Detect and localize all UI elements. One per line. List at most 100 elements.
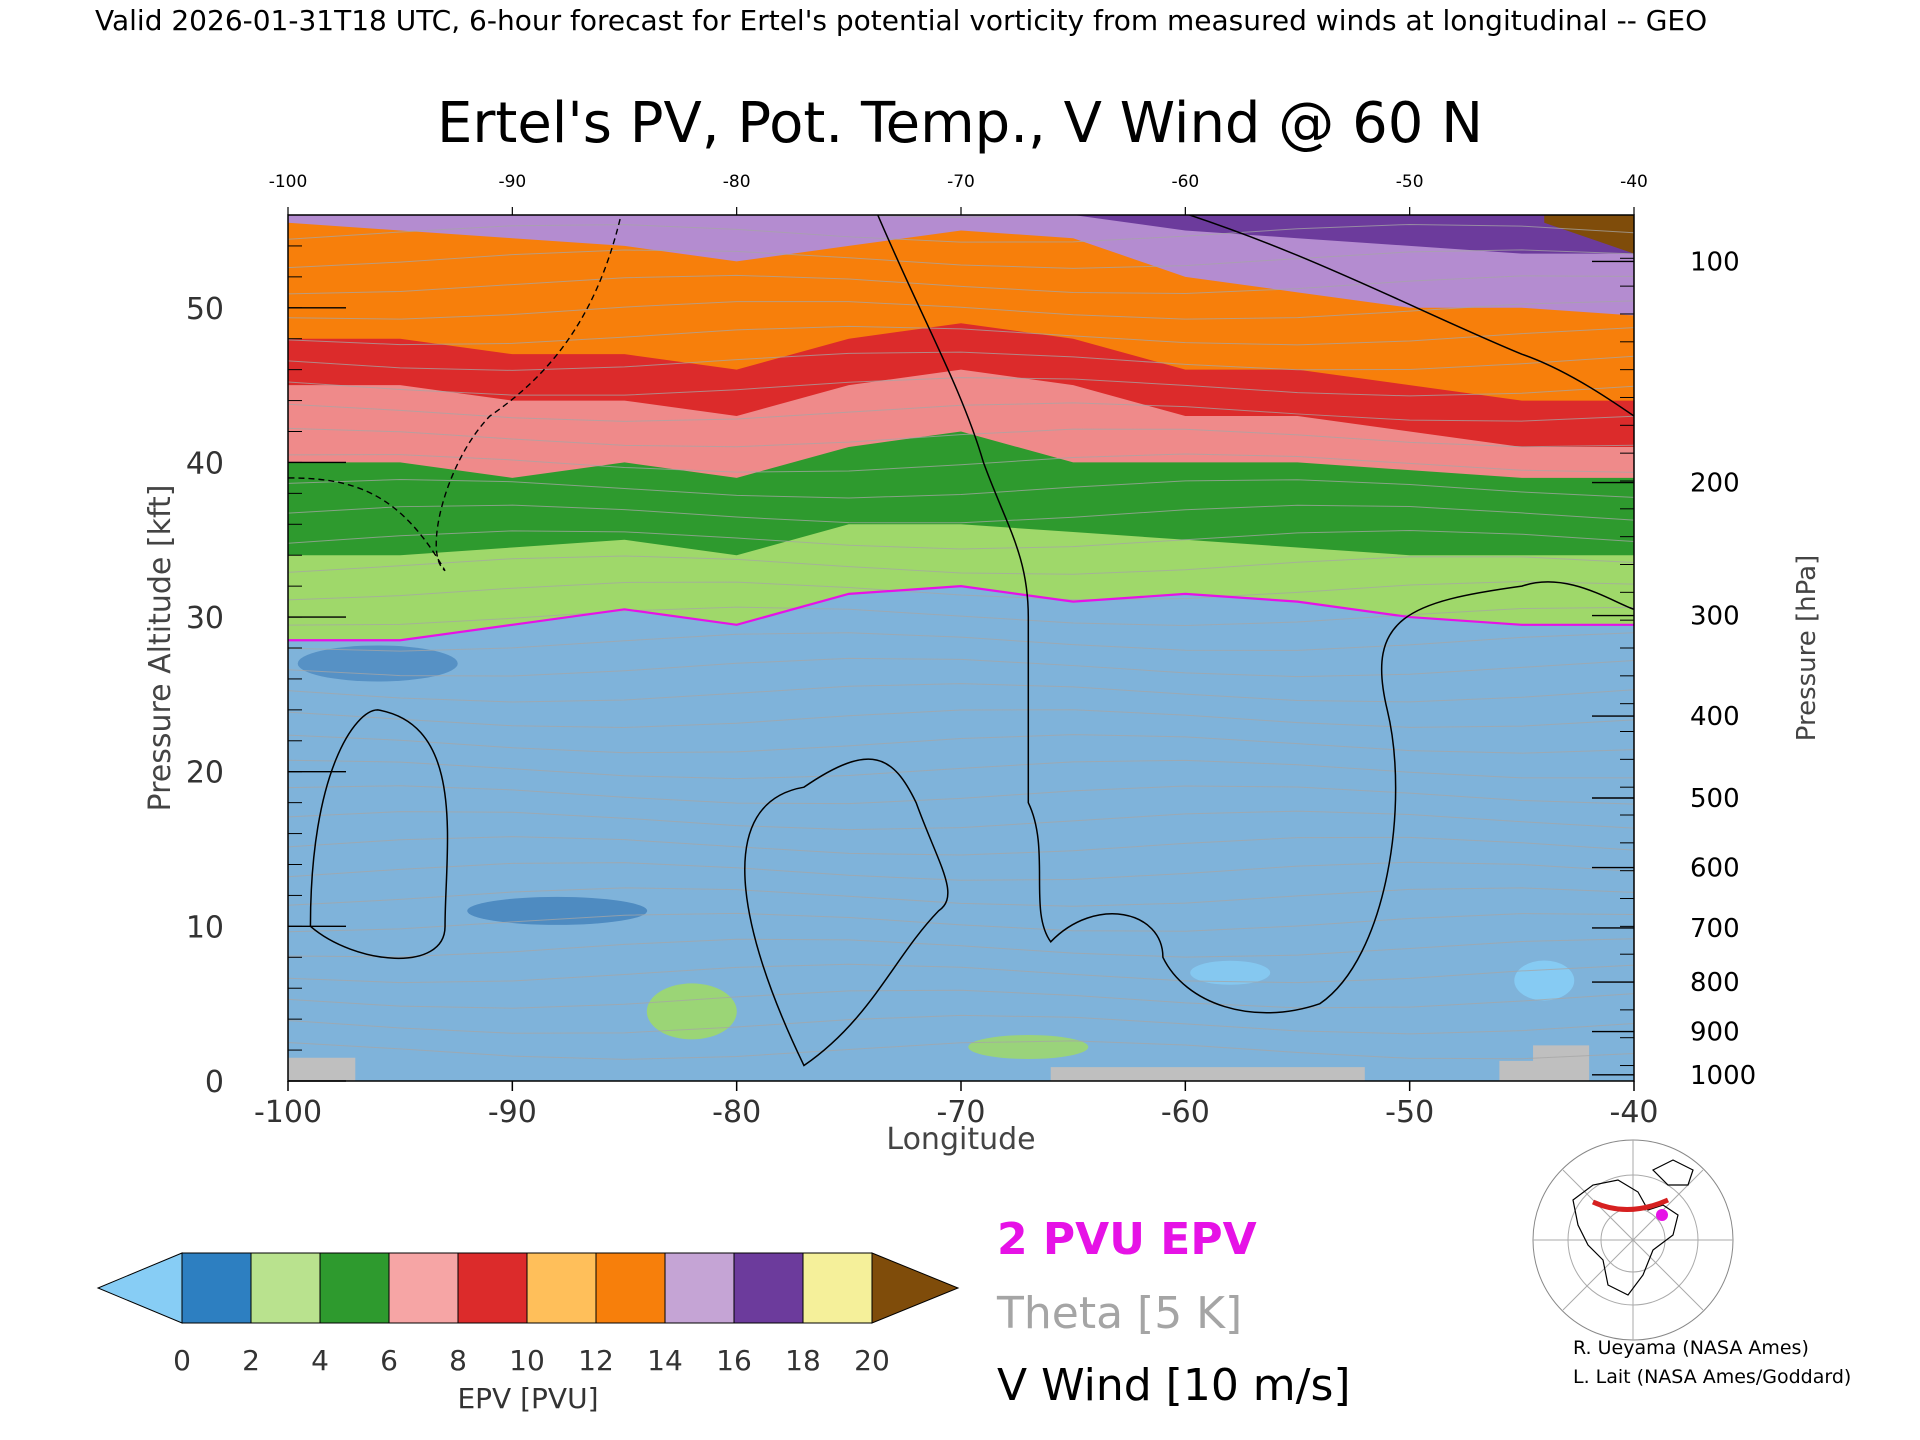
theta-contour bbox=[288, 683, 1634, 703]
colorbar-swatch bbox=[733, 1252, 804, 1324]
pressure-tick-label: 1000 bbox=[1690, 1061, 1756, 1091]
y-tick-label: 20 bbox=[186, 756, 224, 791]
theta-contour bbox=[288, 479, 1634, 499]
theta-contour bbox=[288, 709, 1634, 728]
colorbar-swatch bbox=[595, 1252, 666, 1324]
pressure-tick-label: 700 bbox=[1690, 914, 1740, 944]
v-wind-contour bbox=[876, 215, 1634, 1014]
tropopause-2pvu-line bbox=[288, 585, 1634, 642]
map-meridian bbox=[1562, 1169, 1704, 1311]
pressure-tick-label: 300 bbox=[1690, 602, 1740, 632]
colorbar-swatch bbox=[319, 1252, 390, 1324]
colorbar-tick-label: 14 bbox=[647, 1344, 683, 1377]
theta-key: Theta [5 K] bbox=[996, 1288, 1242, 1339]
x-tick-label: -70 bbox=[937, 1095, 986, 1130]
theta-contour bbox=[288, 861, 1634, 881]
y-tick-label: 0 bbox=[205, 1065, 224, 1100]
theta-contour bbox=[288, 734, 1634, 754]
v-wind-contour-negative bbox=[288, 215, 622, 572]
pressure-tick-label: 200 bbox=[1690, 469, 1740, 499]
band-pv-16 bbox=[1073, 215, 1634, 254]
y-tick-label: 40 bbox=[186, 446, 224, 481]
pvu-key: 2 PVU EPV bbox=[997, 1214, 1257, 1265]
band-low-pv-patch bbox=[467, 896, 648, 925]
colorbar-swatch bbox=[664, 1252, 735, 1324]
theta-contour bbox=[288, 249, 1634, 269]
band-surface-pv-patch bbox=[646, 983, 737, 1040]
theta-contour bbox=[288, 504, 1634, 524]
x-axis-label: Longitude bbox=[886, 1122, 1035, 1157]
v-wind-contour bbox=[309, 709, 449, 960]
v-wind-contour bbox=[744, 758, 949, 1067]
map-location-dot bbox=[1656, 1209, 1668, 1221]
x-tick-label: -60 bbox=[1161, 1095, 1210, 1130]
band-negative-pv-patch bbox=[1514, 960, 1575, 1001]
band-pv-over bbox=[1544, 215, 1634, 254]
map-section-line bbox=[1591, 1197, 1670, 1213]
colorbar-tick-label: 2 bbox=[242, 1344, 260, 1377]
surface-terrain bbox=[288, 1057, 356, 1081]
colorbar: 0 2 4 6 8 10 12 14 16 18 20 bbox=[96, 1252, 960, 1377]
theta-contour bbox=[288, 912, 1634, 933]
colorbar-under-arrow bbox=[96, 1252, 183, 1324]
colorbar-swatch bbox=[802, 1252, 873, 1324]
y-tick-label: 50 bbox=[186, 292, 224, 327]
band-negative-pv-patch bbox=[1190, 960, 1271, 985]
x-tick-label: -40 bbox=[1610, 1095, 1659, 1130]
theta-contour bbox=[288, 274, 1634, 295]
pressure-tick-label: 100 bbox=[1690, 247, 1740, 277]
theta-contour bbox=[288, 377, 1634, 397]
colorbar-tick-label: 18 bbox=[785, 1344, 821, 1377]
colorbar-tick-label: 4 bbox=[311, 1344, 329, 1377]
top-x-tick-label: -90 bbox=[498, 172, 526, 192]
theta-contour bbox=[288, 785, 1634, 805]
theta-contour bbox=[288, 632, 1634, 652]
top-x-tick-label: -60 bbox=[1171, 172, 1199, 192]
theta-contour bbox=[288, 555, 1634, 575]
map-coastline bbox=[1572, 1159, 1694, 1296]
axes: -100 -90 -80 -70 -60 -50 -40 -100 -90 -80 -70 -60 -5… bbox=[186, 172, 1756, 1130]
valid-line: Valid 2026-01-31T18 UTC, 6-hour forecast… bbox=[95, 4, 1707, 37]
colorbar-tick-label: 8 bbox=[449, 1344, 467, 1377]
pressure-tick-label: 500 bbox=[1690, 784, 1740, 814]
colorbar-tick-label: 6 bbox=[380, 1344, 398, 1377]
theta-contour bbox=[288, 759, 1634, 780]
colorbar-swatch bbox=[388, 1252, 459, 1324]
colorbar-tick-label: 10 bbox=[509, 1344, 545, 1377]
colorbar-tick-label: 16 bbox=[716, 1344, 752, 1377]
locator-map bbox=[1532, 1139, 1734, 1341]
colorbar-swatch bbox=[250, 1252, 321, 1324]
surface-terrain bbox=[1499, 1045, 1590, 1081]
colorbar-tick-label: 12 bbox=[578, 1344, 614, 1377]
top-x-tick-label: -70 bbox=[947, 172, 975, 192]
colorbar-label: EPV [PVU] bbox=[457, 1382, 598, 1415]
top-x-tick-label: -100 bbox=[269, 172, 308, 192]
surface-terrain bbox=[1050, 1067, 1365, 1081]
y-tick-label: 30 bbox=[186, 601, 224, 636]
colorbar-over-arrow bbox=[871, 1252, 960, 1324]
theta-contour bbox=[288, 300, 1634, 320]
theta-contour bbox=[288, 810, 1634, 831]
pv-layers bbox=[288, 215, 1634, 1081]
band-surface-pv-patch bbox=[968, 1034, 1089, 1059]
theta-contour bbox=[288, 887, 1634, 907]
theta-contour bbox=[288, 989, 1634, 1009]
theta-contour bbox=[839, 215, 1042, 218]
x-tick-label: -80 bbox=[712, 1095, 761, 1130]
theta-contour bbox=[288, 427, 1634, 448]
x-tick-label: -90 bbox=[488, 1095, 537, 1130]
contour-layer bbox=[288, 215, 1634, 1067]
credit-line-1: R. Ueyama (NASA Ames) bbox=[1573, 1337, 1809, 1359]
colorbar-swatch bbox=[181, 1252, 252, 1324]
colorbar-swatch bbox=[526, 1252, 597, 1324]
colorbar-tick-label: 0 bbox=[173, 1344, 191, 1377]
pressure-tick-label: 900 bbox=[1690, 1018, 1740, 1048]
theta-contour bbox=[288, 963, 1634, 984]
pressure-tick-label: 400 bbox=[1690, 702, 1740, 732]
theta-contour bbox=[288, 938, 1634, 958]
theta-contour bbox=[288, 657, 1634, 678]
y-axis-label-left: Pressure Altitude [kft] bbox=[143, 485, 178, 812]
theta-contour bbox=[288, 1014, 1634, 1035]
top-x-tick-label: -40 bbox=[1620, 172, 1648, 192]
